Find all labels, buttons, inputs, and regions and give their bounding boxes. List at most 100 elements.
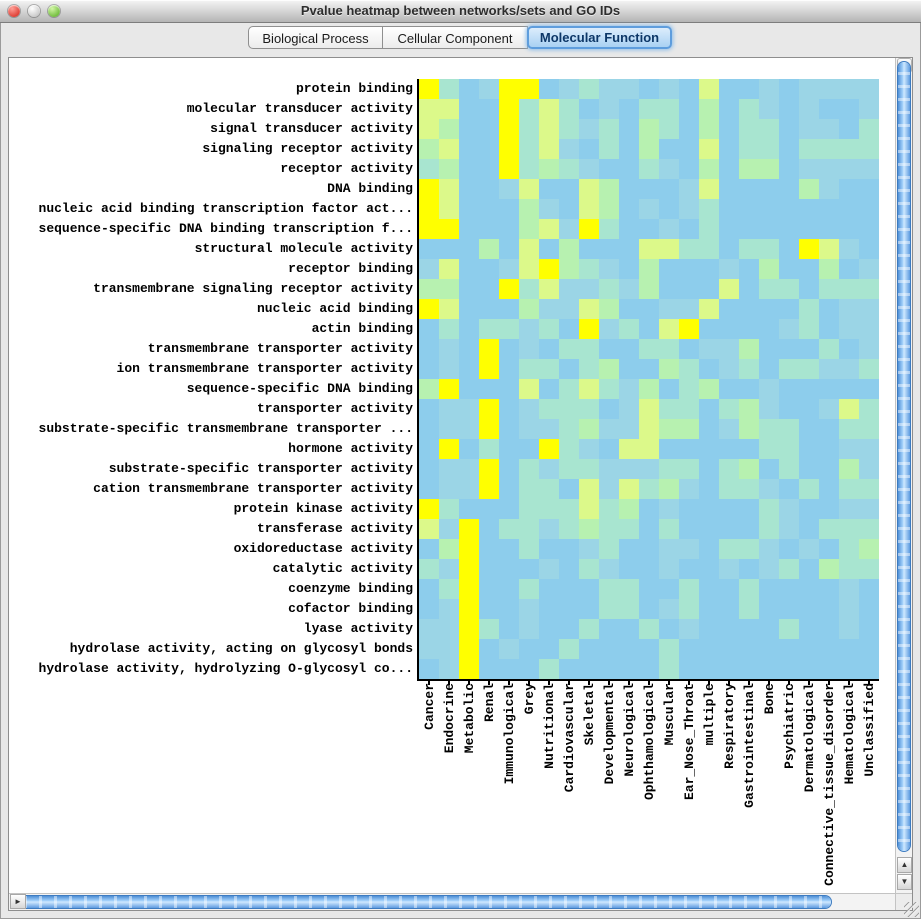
heatmap-cell bbox=[699, 319, 719, 339]
heatmap-cell bbox=[659, 219, 679, 239]
heatmap-cell bbox=[439, 359, 459, 379]
heatmap-cell bbox=[759, 159, 779, 179]
heatmap-cell bbox=[459, 619, 479, 639]
heatmap-cell bbox=[699, 499, 719, 519]
heatmap-cell bbox=[859, 599, 879, 619]
heatmap-cell bbox=[639, 439, 659, 459]
heatmap-cell bbox=[779, 419, 799, 439]
heatmap-cell bbox=[439, 499, 459, 519]
heatmap-cell bbox=[819, 339, 839, 359]
heatmap-cell bbox=[459, 459, 479, 479]
tab-cellular-component[interactable]: Cellular Component bbox=[383, 26, 528, 49]
scroll-up-button[interactable]: ▲ bbox=[897, 857, 912, 873]
heatmap-cell bbox=[759, 519, 779, 539]
heatmap-cell bbox=[819, 219, 839, 239]
heatmap-cell bbox=[779, 639, 799, 659]
heatmap-cell bbox=[479, 439, 499, 459]
zoom-button[interactable] bbox=[48, 5, 60, 17]
heatmap-cell bbox=[839, 499, 859, 519]
tab-molecular-function[interactable]: Molecular Function bbox=[527, 26, 672, 49]
heatmap-cell bbox=[679, 559, 699, 579]
heatmap-cell bbox=[439, 559, 459, 579]
heatmap-cell bbox=[439, 539, 459, 559]
row-label: actin binding bbox=[311, 321, 413, 336]
heatmap-cell bbox=[799, 439, 819, 459]
heatmap-cell bbox=[679, 79, 699, 99]
heatmap-cell bbox=[659, 439, 679, 459]
heatmap-cell bbox=[599, 579, 619, 599]
heatmap-cell bbox=[439, 519, 459, 539]
row-label: DNA binding bbox=[327, 181, 413, 196]
heatmap-cell bbox=[579, 159, 599, 179]
heatmap-cell bbox=[779, 239, 799, 259]
x-tick bbox=[768, 681, 770, 685]
heatmap-cell bbox=[559, 219, 579, 239]
heatmap-cell bbox=[479, 399, 499, 419]
heatmap-cell bbox=[479, 539, 499, 559]
resize-grip-icon[interactable] bbox=[904, 902, 919, 917]
heatmap-cell bbox=[579, 419, 599, 439]
heatmap-cell bbox=[479, 339, 499, 359]
heatmap-cell bbox=[579, 439, 599, 459]
heatmap-cell bbox=[439, 439, 459, 459]
heatmap-cell bbox=[819, 199, 839, 219]
heatmap-cell bbox=[539, 339, 559, 359]
heatmap-cell bbox=[559, 459, 579, 479]
heatmap-cell bbox=[779, 319, 799, 339]
heatmap-cell bbox=[619, 499, 639, 519]
heatmap-cell bbox=[719, 479, 739, 499]
heatmap-cell bbox=[519, 559, 539, 579]
heatmap-cell bbox=[539, 459, 559, 479]
heatmap-cell bbox=[599, 99, 619, 119]
heatmap-cell bbox=[819, 119, 839, 139]
heatmap-cell bbox=[739, 659, 759, 679]
scroll-down-button[interactable]: ▼ bbox=[897, 874, 912, 890]
vertical-scrollbar[interactable]: ▲ ▼ bbox=[895, 58, 912, 893]
heatmap-cell bbox=[799, 279, 819, 299]
heatmap-cell bbox=[519, 139, 539, 159]
vertical-scrollbar-thumb[interactable] bbox=[898, 62, 910, 851]
heatmap-cell bbox=[559, 579, 579, 599]
heatmap-cell bbox=[519, 499, 539, 519]
heatmap-cell bbox=[559, 479, 579, 499]
heatmap-cell bbox=[619, 199, 639, 219]
heatmap-cell bbox=[679, 499, 699, 519]
heatmap-cell bbox=[499, 279, 519, 299]
heatmap-cell bbox=[539, 499, 559, 519]
heatmap-cell bbox=[619, 639, 639, 659]
x-tick bbox=[468, 681, 470, 685]
x-tick bbox=[868, 681, 870, 685]
heatmap-cell bbox=[679, 319, 699, 339]
x-tick bbox=[848, 681, 850, 685]
heatmap-cell bbox=[479, 359, 499, 379]
horizontal-scrollbar[interactable]: ◄ ► bbox=[9, 893, 895, 910]
heatmap-cell bbox=[619, 479, 639, 499]
heatmap-cell bbox=[859, 579, 879, 599]
heatmap-cell bbox=[859, 499, 879, 519]
heatmap-cell bbox=[719, 139, 739, 159]
heatmap-cell bbox=[659, 179, 679, 199]
heatmap-cell bbox=[819, 579, 839, 599]
heatmap-cell bbox=[579, 639, 599, 659]
heatmap-cell bbox=[679, 639, 699, 659]
heatmap-cell bbox=[479, 619, 499, 639]
col-label: Metabolic bbox=[459, 683, 479, 892]
col-label-text: Developmental bbox=[601, 683, 617, 785]
heatmap-canvas: protein binding molecular transducer acti… bbox=[10, 59, 894, 892]
close-button[interactable] bbox=[8, 5, 20, 17]
heatmap-cell bbox=[759, 219, 779, 239]
heatmap-cell bbox=[619, 359, 639, 379]
heatmap-cell bbox=[599, 219, 619, 239]
heatmap-cell bbox=[759, 279, 779, 299]
heatmap-cell bbox=[779, 199, 799, 219]
horizontal-scrollbar-thumb[interactable] bbox=[12, 896, 831, 908]
heatmap-cell bbox=[639, 179, 659, 199]
heatmap-cell bbox=[419, 79, 439, 99]
tab-biological-process[interactable]: Biological Process bbox=[248, 26, 383, 49]
minimize-button[interactable] bbox=[28, 5, 40, 17]
heatmap-cell bbox=[659, 379, 679, 399]
scroll-right-button[interactable]: ► bbox=[10, 894, 26, 909]
col-label: Neurological bbox=[619, 683, 639, 892]
heatmap-cell bbox=[799, 239, 819, 259]
heatmap-cell bbox=[539, 299, 559, 319]
